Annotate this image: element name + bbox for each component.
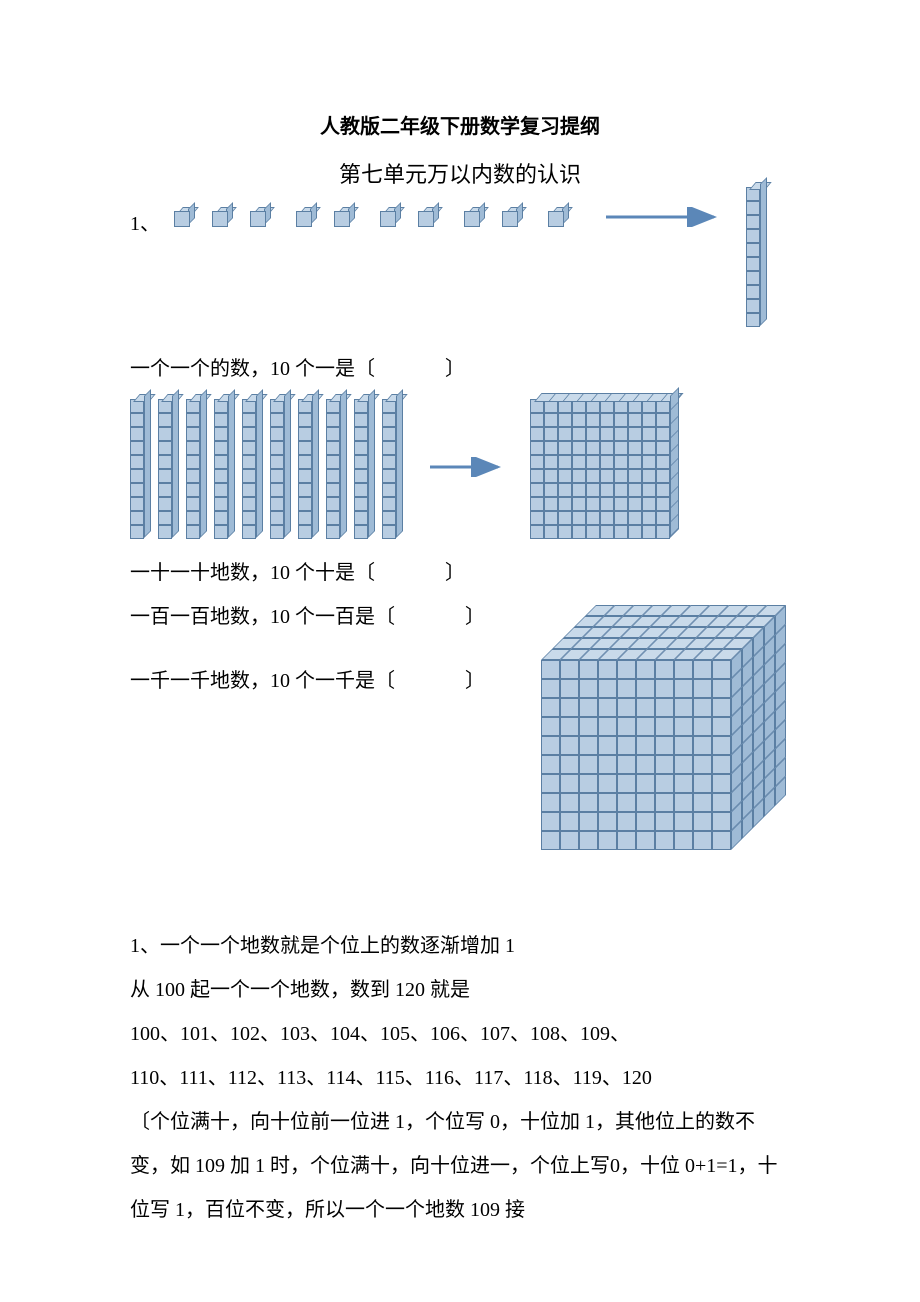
doc-title: 人教版二年级下册数学复习提纲 xyxy=(130,110,790,139)
arrow-icon xyxy=(606,207,726,232)
q-tens-text: 一十一十地数，10 个十是〔 xyxy=(130,562,375,584)
ten-stick xyxy=(354,399,368,539)
hundred-flat xyxy=(530,399,670,539)
ten-stick xyxy=(382,399,396,539)
unit-cube xyxy=(548,207,564,223)
tens-row xyxy=(130,399,790,539)
unit-cube xyxy=(380,207,396,223)
q-units-text: 一个一个的数，10 个一是〔 xyxy=(130,358,375,380)
q-units-close: 〕 xyxy=(445,358,465,380)
units-row: 1、 xyxy=(130,207,790,327)
question-tens: 一十一十地数，10 个十是〔 〕 xyxy=(130,551,790,595)
ten-stick xyxy=(158,399,172,539)
unit-cubes-group xyxy=(174,207,586,223)
ten-stick xyxy=(326,399,340,539)
question-units: 一个一个的数，10 个一是〔 〕 xyxy=(130,347,790,391)
ten-stick xyxy=(242,399,256,539)
question-hundreds: 一百一百地数，10 个一百是〔 〕 xyxy=(130,595,521,639)
unit-cube xyxy=(502,207,518,223)
q-hundreds-close: 〕 xyxy=(465,606,485,628)
arrow-icon xyxy=(430,457,510,482)
unit-cube xyxy=(296,207,312,223)
hundreds-thousands-section: 一百一百地数，10 个一百是〔〕 一千一千地数，10 个一千是〔〕 xyxy=(130,595,790,854)
unit-cube xyxy=(464,207,480,223)
unit-cube xyxy=(174,207,190,223)
page: 人教版二年级下册数学复习提纲 第七单元万以内数的认识 1、 一个一个的数，10 … xyxy=(0,0,920,1292)
thousand-cube xyxy=(541,605,790,854)
q-thousands-text: 一千一千地数，10 个一千是〔 xyxy=(130,670,395,692)
ten-stick xyxy=(214,399,228,539)
q-hundreds-text: 一百一百地数，10 个一百是〔 xyxy=(130,606,395,628)
item-number: 1、 xyxy=(130,207,160,236)
ten-stick xyxy=(270,399,284,539)
unit-cube xyxy=(250,207,266,223)
para1: 1、一个一个地数就是个位上的数逐渐增加 1 xyxy=(130,924,790,968)
para4: 110、111、112、113、114、115、116、117、118、119、… xyxy=(130,1056,790,1100)
q-tens-close: 〕 xyxy=(445,562,465,584)
ten-stick xyxy=(298,399,312,539)
unit-cube xyxy=(212,207,228,223)
ten-stick xyxy=(746,187,760,327)
question-thousands: 一千一千地数，10 个一千是〔 〕 xyxy=(130,659,521,703)
ten-stick xyxy=(130,399,144,539)
para2: 从 100 起一个一个地数，数到 120 就是 xyxy=(130,968,790,1012)
para5: 〔个位满十，向十位前一位进 1，个位写 0，十位加 1，其他位上的数不变，如 1… xyxy=(130,1100,790,1232)
ten-sticks-group xyxy=(130,399,410,539)
q-thousands-close: 〕 xyxy=(465,670,485,692)
unit-cube xyxy=(418,207,434,223)
doc-subtitle: 第七单元万以内数的认识 xyxy=(130,157,790,189)
unit-cube xyxy=(334,207,350,223)
ten-stick xyxy=(186,399,200,539)
para3: 100、101、102、103、104、105、106、107、108、109、 xyxy=(130,1012,790,1056)
